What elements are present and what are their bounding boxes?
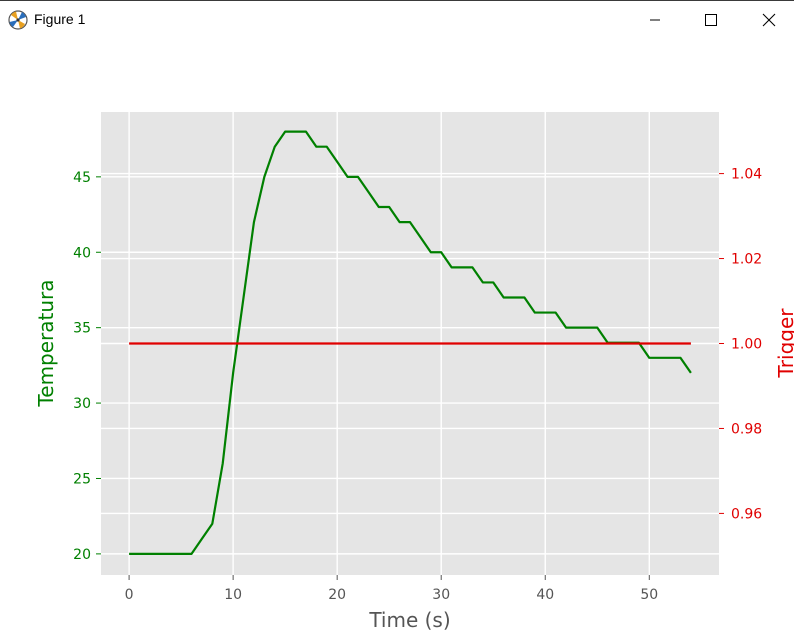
title-bar[interactable]: Figure 1	[0, 1, 794, 37]
maximize-icon	[705, 13, 717, 26]
maximize-button[interactable]	[688, 2, 734, 37]
y-left-tick-label: 40	[73, 245, 91, 261]
y-right-tick-label: 1.04	[731, 167, 762, 183]
y-axis-left-label: Temperatura	[34, 279, 58, 407]
y-left-tick-label: 45	[73, 170, 91, 186]
minimize-icon	[650, 19, 660, 20]
x-axis-label: Time (s)	[368, 608, 450, 632]
close-button[interactable]	[746, 2, 792, 37]
y-axis-right: 0.96 0.98 1.00 1.02 1.04	[719, 167, 762, 522]
temperature-series-line	[129, 130, 692, 555]
y-left-tick-label: 30	[73, 396, 91, 412]
y-axis-right-label: Trigger	[774, 308, 794, 379]
x-tick-label: 50	[640, 587, 658, 603]
x-tick-label: 0	[125, 587, 134, 603]
close-icon	[762, 13, 776, 26]
x-tick-label: 10	[224, 587, 242, 603]
y-right-tick-label: 0.98	[731, 421, 762, 437]
y-axis-left: 20 25 30 35 40 45	[73, 170, 101, 563]
matplotlib-logo-icon	[8, 10, 28, 30]
y-left-tick-label: 25	[73, 471, 91, 487]
y-left-tick-label: 20	[73, 547, 91, 563]
x-axis: 0 10 20 30 40 50	[125, 575, 658, 603]
series-group	[129, 130, 692, 555]
y-right-tick-label: 0.96	[731, 506, 762, 522]
x-tick-label: 30	[432, 587, 450, 603]
window-top-border	[0, 0, 794, 1]
y-left-tick-label: 35	[73, 321, 91, 337]
figure-canvas: 0 10 20 30 40 50 20 25 30 35 40 45 0.96 0.98 1.00 1.0…	[34, 112, 794, 632]
y-right-tick-label: 1.00	[731, 337, 762, 353]
minimize-button[interactable]	[632, 2, 678, 37]
x-tick-label: 20	[328, 587, 346, 603]
y-right-tick-label: 1.02	[731, 252, 762, 268]
window-title: Figure 1	[34, 11, 86, 27]
x-tick-label: 40	[536, 587, 554, 603]
